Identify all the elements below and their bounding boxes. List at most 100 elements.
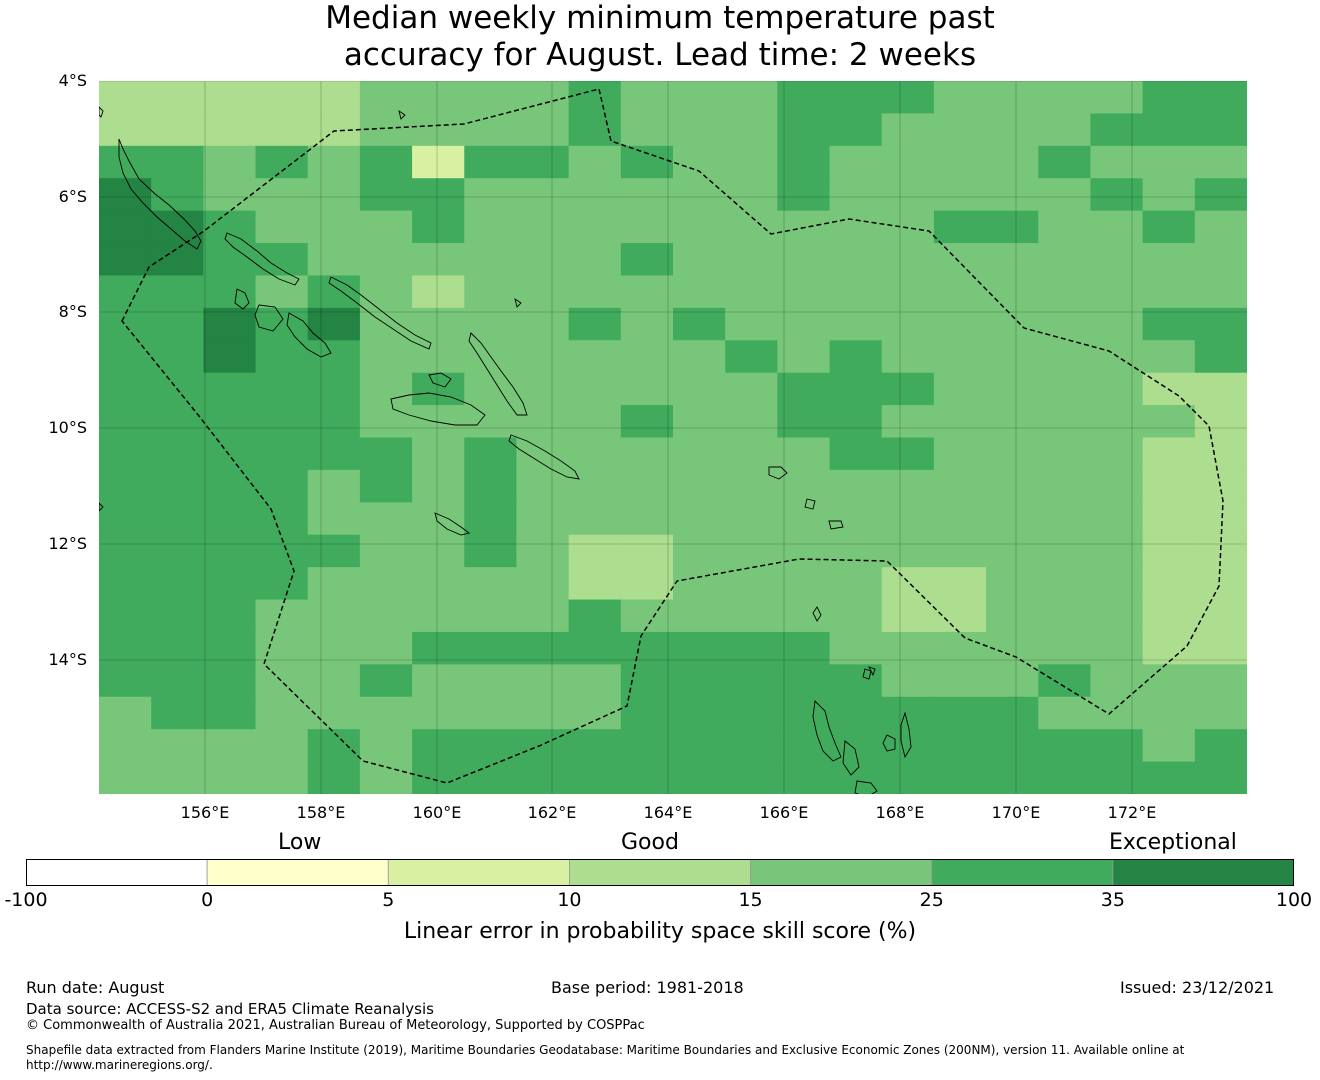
grid-cell bbox=[777, 275, 831, 309]
grid-cell bbox=[516, 437, 570, 471]
graticule bbox=[99, 81, 1247, 794]
grid-cell bbox=[1038, 437, 1092, 471]
grid-cell bbox=[1090, 275, 1144, 309]
latitude-tick-label: 10°S bbox=[48, 418, 87, 437]
grid-cell bbox=[620, 372, 674, 406]
grid-cell bbox=[359, 534, 413, 568]
grid-cell bbox=[1038, 729, 1092, 763]
grid-cell bbox=[986, 243, 1039, 277]
grid-cell bbox=[568, 534, 622, 568]
data-source: Data source: ACCESS-S2 and ERA5 Climate … bbox=[26, 1000, 434, 1018]
grid-cell bbox=[777, 81, 831, 115]
grid-cell bbox=[359, 145, 413, 179]
grid-cell bbox=[986, 210, 1039, 244]
grid-cell bbox=[933, 696, 987, 730]
grid-cell bbox=[516, 664, 570, 698]
grid-cell bbox=[725, 145, 778, 179]
grid-cell bbox=[1194, 567, 1247, 601]
grid-cell bbox=[151, 210, 204, 244]
grid-cell bbox=[725, 502, 778, 536]
grid-cell bbox=[464, 81, 518, 115]
grid-cell bbox=[1194, 664, 1247, 698]
grid-cell bbox=[1038, 210, 1092, 244]
grid-cell bbox=[933, 567, 987, 601]
grid-cell bbox=[777, 599, 831, 633]
grid-cell bbox=[307, 81, 361, 115]
grid-cell bbox=[1194, 469, 1247, 503]
grid-cell bbox=[151, 761, 204, 794]
grid-cell bbox=[933, 178, 987, 212]
grid-cell bbox=[203, 210, 257, 244]
grid-cell bbox=[203, 307, 257, 341]
grid-cell bbox=[829, 372, 883, 406]
grid-cell bbox=[986, 145, 1039, 179]
grid-cell bbox=[99, 81, 152, 115]
grid-cell bbox=[620, 567, 674, 601]
grid-cell bbox=[933, 113, 987, 147]
grid-cell bbox=[725, 631, 778, 665]
eez-boundary bbox=[121, 88, 1224, 784]
grid-cell bbox=[933, 243, 987, 277]
grid-cell bbox=[516, 372, 570, 406]
grid-cell bbox=[829, 469, 883, 503]
grid-cell bbox=[412, 469, 465, 503]
grid-cell bbox=[1038, 178, 1092, 212]
grid-cell bbox=[412, 210, 465, 244]
grid-cell bbox=[203, 81, 257, 115]
colorbar-segment bbox=[387, 859, 570, 886]
grid-cell bbox=[725, 761, 778, 794]
grid-cell bbox=[1038, 469, 1092, 503]
grid-cell bbox=[307, 761, 361, 794]
colorbar-tick-label: 15 bbox=[738, 889, 763, 911]
longitude-tick-label: 156°E bbox=[180, 803, 230, 822]
grid-cell bbox=[255, 275, 309, 309]
colorbar-tick-label: 35 bbox=[1100, 889, 1125, 911]
grid-cell bbox=[516, 696, 570, 730]
grid-cell bbox=[1142, 761, 1196, 794]
longitude-tick-label: 168°E bbox=[875, 803, 925, 822]
grid-cell bbox=[516, 307, 570, 341]
grid-cell bbox=[1194, 405, 1247, 439]
grid-cell bbox=[933, 81, 987, 115]
colorbar-tick-label: -100 bbox=[4, 889, 48, 911]
grid-cell bbox=[203, 340, 257, 374]
grid-cell bbox=[516, 210, 570, 244]
grid-cell bbox=[255, 664, 309, 698]
grid-cell bbox=[464, 372, 518, 406]
grid-cell bbox=[933, 534, 987, 568]
colorbar-segment bbox=[931, 859, 1114, 886]
grid-cell bbox=[203, 275, 257, 309]
grid-cell bbox=[933, 761, 987, 794]
grid-cell bbox=[464, 729, 518, 763]
coast-guadalcanal bbox=[390, 392, 486, 426]
grid-cell bbox=[151, 178, 204, 212]
grid-cell bbox=[1090, 81, 1144, 115]
grid-cell bbox=[1142, 631, 1196, 665]
grid-cell bbox=[620, 243, 674, 277]
grid-cell bbox=[412, 502, 465, 536]
grid-cell bbox=[881, 307, 935, 341]
grid-cell bbox=[881, 178, 935, 212]
grid-cell bbox=[1090, 469, 1144, 503]
grid-cell bbox=[151, 307, 204, 341]
grid-cell bbox=[986, 469, 1039, 503]
latitude-tick-label: 6°S bbox=[58, 187, 87, 206]
grid-cell bbox=[620, 729, 674, 763]
grid-cell bbox=[255, 405, 309, 439]
grid-cell bbox=[1090, 599, 1144, 633]
grid-cell bbox=[933, 599, 987, 633]
latitude-tick-label: 4°S bbox=[58, 71, 87, 90]
grid-cell bbox=[1038, 340, 1092, 374]
grid-cell bbox=[412, 243, 465, 277]
colorbar-category-exceptional: Exceptional bbox=[1109, 830, 1237, 855]
grid-cell bbox=[464, 696, 518, 730]
grid-cell bbox=[881, 372, 935, 406]
grid-cell bbox=[1142, 178, 1196, 212]
grid-cell bbox=[151, 729, 204, 763]
grid-cell bbox=[151, 567, 204, 601]
grid-cell bbox=[255, 729, 309, 763]
grid-cell bbox=[255, 81, 309, 115]
grid-cell bbox=[673, 372, 726, 406]
grid-cell bbox=[829, 340, 883, 374]
colorbar-segment bbox=[26, 859, 208, 886]
